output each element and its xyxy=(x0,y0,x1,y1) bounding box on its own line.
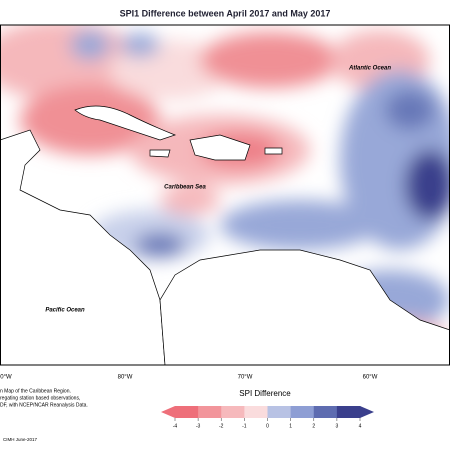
ocean-label: Atlantic Ocean xyxy=(348,66,391,72)
colorbar-tick-label: 2 xyxy=(312,423,315,429)
colorbar-tick-label: -1 xyxy=(242,423,247,429)
land xyxy=(0,105,450,365)
credit: CIMH June-2017 xyxy=(3,437,38,442)
colorbar-tick-label: -3 xyxy=(196,423,201,429)
colorbar-tick-label: -2 xyxy=(219,423,224,429)
ocean-label: Pacific Ocean xyxy=(45,308,85,314)
colorbar-tick-label: 0 xyxy=(266,423,269,429)
colorbar-end xyxy=(161,406,175,418)
sea-label: Caribbean Sea xyxy=(164,185,206,191)
colorbar-segment xyxy=(244,406,268,418)
colorbar: -4 -3 -2 -1 0 1 2 3 4 xyxy=(161,406,374,429)
longitude-label: 60°W xyxy=(363,375,378,381)
longitude-label: 0°W xyxy=(0,375,12,381)
colorbar-tick-label: 3 xyxy=(335,423,338,429)
colorbar-tick-label: 1 xyxy=(289,423,292,429)
colorbar-tick-label: -4 xyxy=(173,423,178,429)
colorbar-segment xyxy=(221,406,245,418)
map: Atlantic Ocean Caribbean Sea Pacific Oce… xyxy=(0,25,450,365)
longitude-label: 80°W xyxy=(118,375,133,381)
footnote-line: n Map of the Caribbean Region. xyxy=(0,388,71,394)
colorbar-segment xyxy=(175,406,199,418)
colorbar-segment xyxy=(290,406,315,418)
colorbar-segment xyxy=(267,406,292,418)
longitude-label: 70°W xyxy=(238,375,253,381)
title: SPI1 Difference between April 2017 and M… xyxy=(120,8,331,18)
colorbar-tick-label: 4 xyxy=(359,423,362,429)
colorbar-segment xyxy=(198,406,222,418)
legend-title: SPI Difference xyxy=(239,389,291,398)
colorbar-end xyxy=(360,406,374,418)
footnote-line: regating station based observations, xyxy=(0,395,80,401)
footnote-line: DF, with NCEP/NCAR Reanalysis Data. xyxy=(0,402,88,408)
colorbar-segment xyxy=(336,406,361,418)
colorbar-segment xyxy=(313,406,338,418)
